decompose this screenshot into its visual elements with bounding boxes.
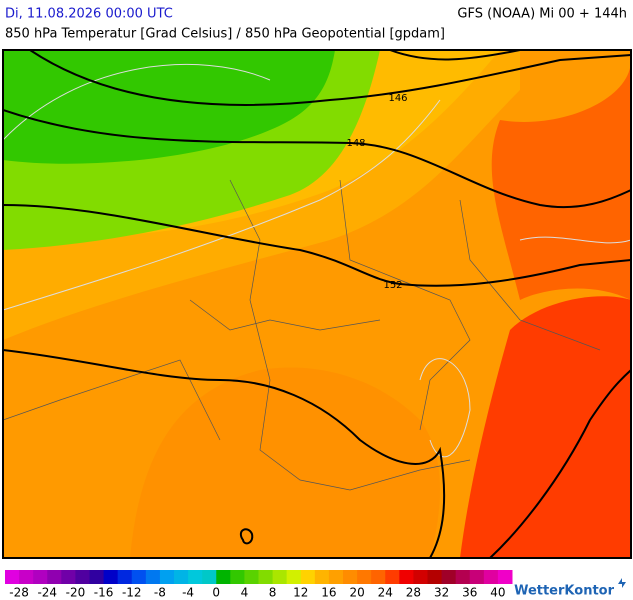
colorbar-swatch — [328, 570, 344, 584]
colorbar-swatch — [47, 570, 62, 584]
colorbar-tick-label: 40 — [490, 586, 505, 600]
colorbar-swatch — [272, 570, 288, 584]
colorbar-swatch — [33, 570, 48, 584]
colorbar-swatch — [174, 570, 189, 584]
colorbar-swatch — [469, 570, 485, 584]
colorbar-swatch — [314, 570, 330, 584]
colorbar-tick-label: -12 — [122, 586, 142, 600]
colorbar-tick-label: -24 — [37, 586, 57, 600]
colorbar-swatch — [441, 570, 457, 584]
colorbar-swatch — [258, 570, 274, 584]
colorbar-tick-label: -20 — [66, 586, 86, 600]
colorbar-swatch — [61, 570, 76, 584]
colorbar-swatch — [19, 570, 34, 584]
colorbar-tick-label: -28 — [9, 586, 29, 600]
temp-field — [491, 60, 631, 300]
colorbar-swatch — [371, 570, 386, 584]
colorbar-tick-label: 20 — [349, 586, 364, 600]
colorbar-swatch — [385, 570, 400, 584]
colorbar-swatch — [117, 570, 133, 584]
contour-label: 146 — [388, 93, 407, 104]
colorbar-swatch — [286, 570, 302, 584]
colorbar-tick-label: 32 — [434, 586, 449, 600]
colorbar-swatch — [5, 570, 20, 584]
logo-icon — [618, 578, 626, 588]
colorbar-tick-label: 28 — [406, 586, 421, 600]
colorbar-swatch — [483, 570, 499, 584]
contour-label: 148 — [346, 138, 365, 149]
colorbar-swatch — [497, 570, 513, 584]
colorbar-tick-label: -16 — [94, 586, 114, 600]
colorbar-tick-label: 8 — [269, 586, 277, 600]
colorbar-tick-label: -4 — [182, 586, 194, 600]
colorbar-swatch — [455, 570, 471, 584]
colorbar-tick-label: 0 — [212, 586, 220, 600]
colorbar-swatch — [75, 570, 90, 584]
colorbar-swatch — [413, 570, 428, 584]
colorbar-tick-label: 36 — [462, 586, 477, 600]
colorbar: -28 -24 -20 -16 -12 -8 -4 0 4 8 12 16 20 24 28 32 36 40 — [5, 570, 513, 600]
temp-field — [460, 296, 631, 558]
colorbar-tick-label: -8 — [154, 586, 166, 600]
colorbar-tick-label: 12 — [293, 586, 308, 600]
colorbar-swatch — [131, 570, 147, 584]
map-area: 146 148 152 — [2, 49, 632, 559]
colorbar-swatch — [343, 570, 358, 584]
colorbar-tick-label: 16 — [321, 586, 336, 600]
geopotential-contours — [3, 50, 631, 558]
datetime: Di, 11.08.2026 00:00 UTC — [5, 7, 173, 22]
colorbar-tick-label: 4 — [241, 586, 249, 600]
colorbar-swatch — [89, 570, 105, 584]
colorbar-swatch — [399, 570, 414, 584]
colorbar-swatch — [427, 570, 443, 584]
colorbar-swatch — [300, 570, 316, 584]
map-frame — [2, 49, 632, 559]
subtitle: 850 hPa Temperatur [Grad Celsius] / 850 … — [5, 27, 445, 42]
model: GFS (NOAA) Mi 00 + 144h — [457, 7, 627, 22]
colorbar-swatch — [244, 570, 259, 584]
colorbar-swatch — [103, 570, 119, 584]
colorbar-swatch — [357, 570, 372, 584]
colorbar-tick-label: 24 — [378, 586, 393, 600]
colorbar-swatch — [230, 570, 245, 584]
colorbar-swatch — [216, 570, 231, 584]
colorbar-swatch — [188, 570, 203, 584]
logo[interactable]: WetterKontor — [514, 584, 615, 599]
colorbar-swatch — [159, 570, 175, 584]
colorbar-swatch — [202, 570, 217, 584]
colorbar-swatch — [145, 570, 161, 584]
contour-label: 152 — [383, 280, 402, 291]
borders — [3, 179, 601, 491]
